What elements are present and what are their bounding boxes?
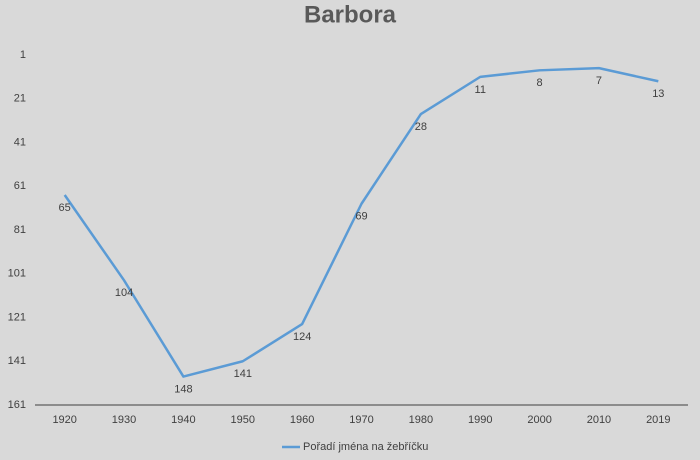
x-tick-label: 1990 bbox=[468, 414, 492, 426]
x-tick-label: 2000 bbox=[527, 414, 551, 426]
line-series bbox=[63, 66, 659, 378]
chart-title: Barbora bbox=[304, 1, 397, 28]
data-label: 124 bbox=[293, 331, 311, 343]
x-tick-label: 1940 bbox=[171, 414, 195, 426]
x-tick-label: 1960 bbox=[290, 414, 314, 426]
x-tick-label: 1920 bbox=[52, 414, 76, 426]
data-label: 11 bbox=[475, 84, 486, 96]
legend-label: Pořadí jména na žebříčku bbox=[303, 441, 428, 453]
data-label: 7 bbox=[596, 75, 602, 87]
y-tick-label: 61 bbox=[14, 180, 26, 192]
y-tick-label: 161 bbox=[8, 399, 26, 411]
x-tick-label: 1970 bbox=[349, 414, 373, 426]
x-tick-label: 2019 bbox=[646, 414, 670, 426]
y-tick-label: 1 bbox=[20, 49, 26, 61]
data-label: 69 bbox=[355, 211, 367, 223]
x-tick-label: 1980 bbox=[409, 414, 433, 426]
x-tick-label: 2010 bbox=[587, 414, 611, 426]
y-tick-label: 21 bbox=[14, 93, 26, 105]
y-tick-label: 101 bbox=[8, 268, 26, 280]
data-label: 8 bbox=[537, 77, 543, 89]
data-label: 65 bbox=[59, 202, 71, 214]
x-tick-label: 1930 bbox=[112, 414, 136, 426]
y-tick-label: 141 bbox=[8, 355, 26, 367]
y-tick-label: 41 bbox=[14, 136, 26, 148]
data-label: 28 bbox=[415, 121, 427, 133]
data-label: 141 bbox=[234, 368, 252, 380]
y-tick-label: 81 bbox=[14, 224, 26, 236]
data-label: 104 bbox=[115, 287, 133, 299]
data-label: 13 bbox=[652, 88, 664, 100]
x-tick-label: 1950 bbox=[231, 414, 255, 426]
y-tick-label: 121 bbox=[8, 311, 26, 323]
data-label: 148 bbox=[174, 383, 192, 395]
